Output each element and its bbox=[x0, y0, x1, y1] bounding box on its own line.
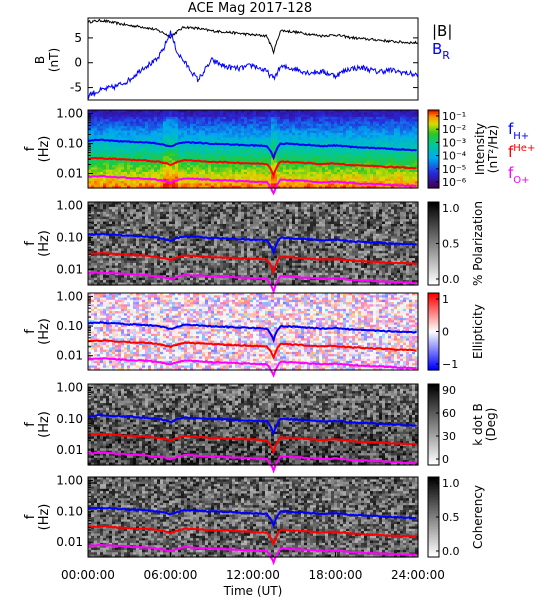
colorbar-unit: (nT²/Hz) bbox=[486, 125, 500, 173]
legend-f-o-plus: fO+ bbox=[508, 164, 530, 186]
figure-title: ACE Mag 2017-128 bbox=[188, 1, 312, 16]
panel-magnetic-field: 5 0 -5 B(nT) |B|BR bbox=[33, 18, 452, 100]
spectrogram-cells bbox=[88, 202, 419, 286]
y-tick-label: 0.01 bbox=[56, 167, 83, 181]
colorbar: 10⁻¹10⁻²10⁻³10⁻⁴10⁻⁵10⁻⁶ Intensity(nT²/Hz… bbox=[428, 110, 500, 189]
colorbar-tick-label: 10⁻⁶ bbox=[442, 176, 467, 189]
spectrogram-cells bbox=[88, 110, 419, 189]
legend-f-he-plus: fHe+ bbox=[508, 143, 535, 161]
y-axis-unit: (nT) bbox=[47, 48, 61, 72]
colorbar-label: Intensity bbox=[473, 123, 487, 175]
y-axis-label: f bbox=[23, 146, 38, 151]
panel-intensity: 1.00 0.10 0.01 f(Hz) 10⁻¹10⁻²10⁻³10⁻⁴10⁻⁵10⁻… bbox=[23, 106, 535, 193]
y-tick-label: 5 bbox=[74, 31, 82, 45]
y-axis-label: B bbox=[33, 56, 47, 64]
y-axis-unit: (Hz) bbox=[37, 136, 52, 163]
legend-b-r: BR bbox=[432, 40, 450, 62]
colorbar-tick-label: 10⁻³ bbox=[442, 136, 466, 149]
plot-frame bbox=[88, 18, 418, 100]
y-tick-label: -5 bbox=[70, 81, 82, 95]
panel-polarization: 1.000.100.01f(Hz)1.00.50.0% Polarization bbox=[23, 199, 485, 292]
legend-f-h-plus: fH+ bbox=[508, 120, 529, 142]
y-tick-label: 1.00 bbox=[56, 106, 83, 120]
legend-b-total: |B| bbox=[432, 22, 452, 40]
colorbar-tick-label: 10⁻² bbox=[442, 123, 466, 136]
y-tick-label: 0.10 bbox=[56, 136, 83, 150]
colorbar-tick-label: 10⁻⁵ bbox=[442, 163, 466, 176]
colorbar-tick-label: 10⁻¹ bbox=[442, 110, 466, 123]
y-tick-label: 0 bbox=[74, 56, 82, 70]
colorbar-tick-label: 10⁻⁴ bbox=[442, 150, 467, 163]
